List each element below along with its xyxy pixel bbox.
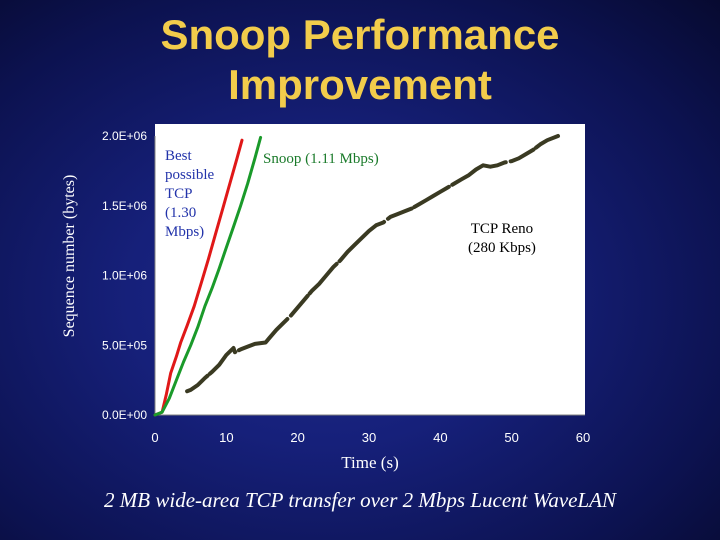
y-tick-label: 2.0E+06 bbox=[102, 129, 147, 143]
series-tcp-reno-line bbox=[185, 134, 560, 394]
annotation-tcp-reno: TCP Reno (280 Kbps) bbox=[468, 221, 536, 256]
slide-caption: 2 MB wide-area TCP transfer over 2 Mbps … bbox=[104, 488, 616, 512]
x-tick-label: 10 bbox=[219, 430, 233, 445]
x-tick-label: 30 bbox=[362, 430, 376, 445]
x-tick-label: 20 bbox=[290, 430, 304, 445]
y-tick-label: 0.0E+00 bbox=[102, 408, 147, 422]
title-line-1: Snoop Performance bbox=[160, 11, 560, 58]
x-axis-label: Time (s) bbox=[341, 453, 399, 472]
annotation-snoop: Snoop (1.11 Mbps) bbox=[263, 151, 379, 167]
y-tick-label: 1.0E+06 bbox=[102, 269, 147, 283]
y-tick-label: 5.0E+05 bbox=[102, 338, 147, 352]
x-tick-label: 40 bbox=[433, 430, 447, 445]
y-tick-label: 1.5E+06 bbox=[102, 199, 147, 213]
series-best-tcp-line bbox=[153, 138, 244, 417]
x-tick-label: 50 bbox=[504, 430, 518, 445]
x-tick-label: 60 bbox=[576, 430, 590, 445]
slide-title: Snoop Performance Improvement bbox=[0, 10, 720, 110]
plot-area bbox=[155, 124, 585, 415]
series-snoop-line bbox=[153, 135, 263, 417]
y-axis-label: Sequence number (bytes) bbox=[61, 174, 78, 338]
title-line-2: Improvement bbox=[228, 61, 492, 108]
annotation-best-tcp: Best possible TCP (1.30 Mbps) bbox=[165, 148, 215, 240]
x-tick-label: 0 bbox=[151, 430, 158, 445]
